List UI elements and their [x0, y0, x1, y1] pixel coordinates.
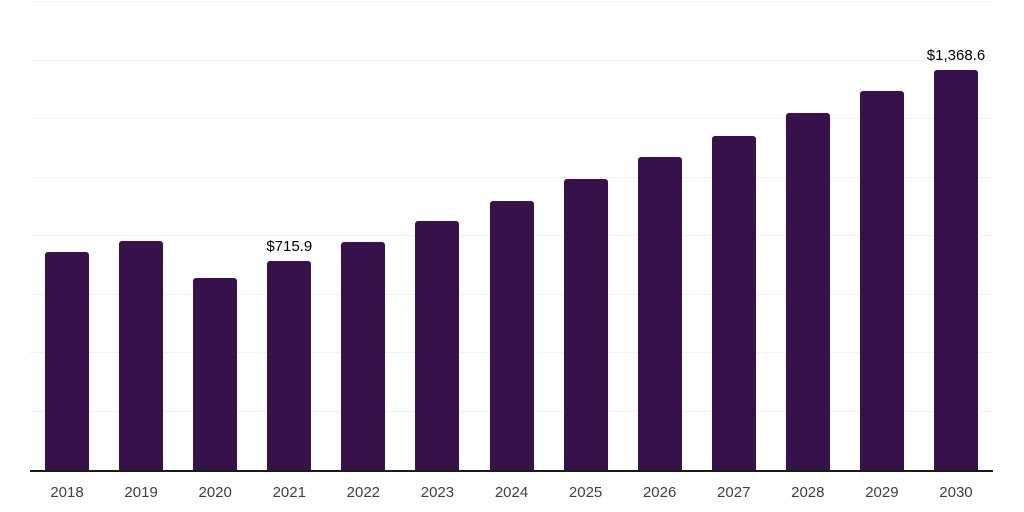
bar-cell-2026 [623, 2, 697, 470]
bar-cell-2022 [326, 2, 400, 470]
data-label-2021: $715.9 [266, 237, 313, 255]
x-tick-label-2028: 2028 [791, 484, 825, 501]
bar-2026 [637, 156, 682, 470]
x-tick-label-2021: 2021 [272, 484, 306, 501]
x-axis-labels: 2018 2019 2020 2021 2022 2023 2024 2025 2026 2027… [30, 483, 993, 503]
bar-2028 [785, 113, 830, 470]
bar-cell-2020 [178, 2, 252, 470]
bar-cell-2021: $715.9 [252, 2, 326, 470]
gridline [30, 118, 993, 119]
bar-2021 [267, 260, 312, 470]
x-tick-label-2020: 2020 [198, 484, 232, 501]
bar-2023 [415, 220, 460, 470]
gridline [30, 176, 993, 178]
x-tick-label-2023: 2023 [420, 484, 455, 501]
bar-cell-2030: $1,368.6 [919, 2, 993, 470]
bar-cell-2023 [400, 2, 474, 470]
bar-2025 [563, 179, 608, 470]
x-tick-label-2027: 2027 [717, 484, 751, 501]
x-axis-line [30, 470, 993, 472]
x-tick-label-2024: 2024 [494, 484, 529, 501]
bar-cell-2019 [104, 2, 178, 470]
bar-cell-2028 [771, 2, 845, 470]
bar-2022 [341, 241, 386, 470]
data-label-2030: $1,368.6 [926, 46, 986, 64]
x-tick-label-2030: 2030 [939, 484, 973, 501]
gridline [30, 1, 993, 2]
bar-cell-2027 [697, 2, 771, 470]
bar-2027 [711, 135, 756, 470]
bar-2019 [119, 240, 164, 470]
bar-2029 [859, 90, 904, 470]
bar-2024 [489, 200, 534, 470]
bar-2020 [193, 278, 238, 470]
x-tick-label-2019: 2019 [124, 484, 158, 501]
bar-cell-2018 [30, 2, 104, 470]
bar-cell-2029 [845, 2, 919, 470]
gridline [30, 59, 993, 61]
bar-2030 [933, 69, 978, 470]
x-tick-label-2026: 2026 [642, 484, 677, 501]
x-tick-label-2018: 2018 [50, 484, 84, 501]
plot-area: $715.9 $1,368.6 [30, 1, 993, 470]
x-tick-label-2029: 2029 [865, 484, 899, 501]
bar-cell-2024 [474, 2, 548, 470]
x-tick-label-2025: 2025 [568, 484, 603, 501]
x-tick-label-2022: 2022 [346, 484, 381, 501]
bar-cell-2025 [549, 2, 623, 470]
bar-2018 [45, 252, 90, 470]
